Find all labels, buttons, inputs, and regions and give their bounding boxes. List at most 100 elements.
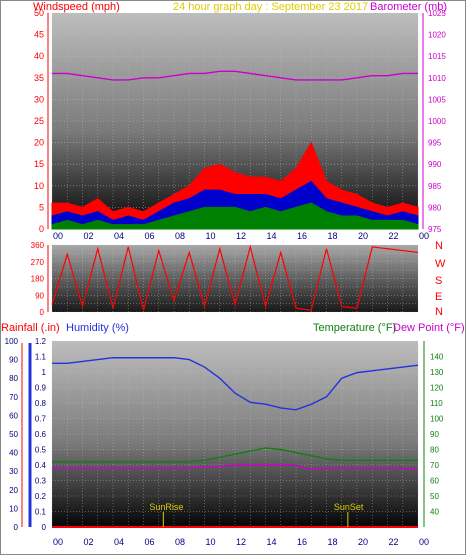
rainfall-y-tick: 0.9: [35, 384, 47, 393]
x-tick-label-bottom: 14: [266, 537, 276, 547]
rainfall-y-tick: 1: [42, 368, 47, 377]
dir-label-s: S: [435, 275, 442, 287]
axis-layer: 0000020204040606080810101212141416161818…: [5, 8, 447, 547]
temp-y-tick: 50: [430, 492, 439, 501]
temp-y-tick: 40: [430, 508, 439, 517]
temperature-axis-title: Temperature (°F): [313, 322, 396, 334]
dir-label-e: E: [435, 291, 442, 303]
humidity-y-tick: 40: [9, 449, 18, 458]
temp-y-tick: 120: [430, 384, 444, 393]
series-layer: [51, 70, 419, 528]
wind-y-tick: 15: [34, 159, 44, 169]
dir-y-tick: 270: [31, 258, 45, 267]
wind-y-tick: 25: [34, 116, 44, 126]
dir-y-tick: 180: [31, 275, 45, 284]
x-tick-label-bottom: 02: [83, 537, 93, 547]
baro-y-tick: 1010: [428, 74, 446, 83]
x-tick-label-top: 20: [358, 231, 368, 241]
wind-y-tick: 0: [39, 224, 44, 234]
x-tick-label-bottom: 16: [297, 537, 307, 547]
x-tick-label-top: 04: [114, 231, 124, 241]
x-tick-label-top: 00: [53, 231, 63, 241]
baro-y-tick: 1005: [428, 95, 446, 104]
x-tick-label-bottom: 00: [53, 537, 63, 547]
dir-label-n-top: N: [435, 240, 443, 252]
humidity-y-tick: 90: [9, 356, 18, 365]
rainfall-axis-title: Rainfall (.in): [1, 322, 60, 334]
wind-y-tick: 30: [34, 94, 44, 104]
dewpoint-axis-title: Dew Point (°F): [393, 322, 465, 334]
humidity-y-tick: 30: [9, 467, 18, 476]
x-tick-label-top: 10: [205, 231, 215, 241]
rainfall-y-tick: 0.4: [35, 461, 47, 470]
series-1: [52, 357, 419, 411]
wind-y-tick: 5: [39, 202, 44, 212]
rainfall-y-tick: 0.8: [35, 399, 47, 408]
wind-y-tick: 20: [34, 138, 44, 148]
x-tick-label-top: 14: [266, 231, 276, 241]
x-tick-label-bottom: 20: [358, 537, 368, 547]
x-tick-label-bottom: 10: [205, 537, 215, 547]
baro-y-tick: 1000: [428, 117, 446, 126]
x-tick-label-bottom: 06: [144, 537, 154, 547]
rainfall-y-tick: 0.2: [35, 492, 47, 501]
dir-label-n-bottom: N: [435, 306, 443, 318]
barometer-axis-title: Barometer (mb): [370, 1, 447, 13]
humidity-y-tick: 100: [5, 337, 19, 346]
x-tick-label-bottom: 18: [327, 537, 337, 547]
temp-y-tick: 80: [430, 446, 439, 455]
x-tick-label-bottom: 00: [419, 537, 429, 547]
temp-y-tick: 110: [430, 399, 443, 408]
dir-y-tick: 360: [31, 241, 45, 250]
baro-y-tick: 1015: [428, 52, 446, 61]
wind-y-tick: 40: [34, 51, 44, 61]
temp-y-tick: 60: [430, 477, 439, 486]
windspeed-axis-title: Windspeed (mph): [33, 1, 120, 13]
humidity-y-tick: 0: [14, 523, 19, 532]
wind-y-tick: 10: [34, 181, 44, 191]
x-tick-label-top: 06: [144, 231, 154, 241]
rainfall-y-tick: 1.1: [35, 353, 47, 362]
temp-y-tick: 140: [430, 353, 444, 362]
dir-y-tick: 90: [35, 291, 44, 300]
humidity-y-tick: 50: [9, 430, 18, 439]
x-tick-label-bottom: 12: [236, 537, 246, 547]
x-tick-label-bottom: 08: [175, 537, 185, 547]
humidity-axis-title: Humidity (%): [66, 322, 129, 334]
wind-y-tick: 35: [34, 73, 44, 83]
baro-y-tick: 990: [428, 160, 442, 169]
baro-y-tick: 995: [428, 139, 442, 148]
x-tick-label-top: 18: [327, 231, 337, 241]
rainfall-y-tick: 0.5: [35, 446, 47, 455]
direction-line: [51, 244, 419, 311]
barometer-line: [52, 70, 418, 81]
temp-y-tick: 90: [430, 430, 439, 439]
wind-y-tick: 50: [34, 8, 44, 18]
rainfall-y-tick: 1.2: [35, 337, 47, 346]
temp-y-tick: 130: [430, 368, 444, 377]
rainfall-y-tick: 0: [42, 523, 47, 532]
baro-y-tick: 1025: [428, 9, 446, 18]
x-tick-label-top: 22: [388, 231, 398, 241]
rainfall-y-tick: 0.1: [35, 508, 47, 517]
series-2: [52, 447, 418, 463]
dir-label-w: W: [435, 258, 446, 270]
x-tick-label-top: 12: [236, 231, 246, 241]
humidity-y-tick: 70: [9, 393, 18, 402]
baro-y-tick: 985: [428, 182, 442, 191]
humidity-y-tick: 10: [9, 504, 18, 513]
temp-y-tick: 70: [430, 461, 439, 470]
series-3: [52, 464, 419, 471]
x-tick-label-top: 00: [419, 231, 429, 241]
dir-y-tick: 0: [40, 308, 45, 317]
rainfall-y-tick: 0.6: [35, 430, 47, 439]
humidity-y-tick: 60: [9, 411, 18, 420]
x-tick-label-bottom: 04: [114, 537, 124, 547]
sunset-label: SunSet: [334, 502, 364, 512]
humidity-y-tick: 80: [9, 374, 18, 383]
rainfall-y-tick: 0.7: [35, 415, 47, 424]
x-tick-label-top: 08: [175, 231, 185, 241]
wind-series-2: [51, 202, 419, 230]
